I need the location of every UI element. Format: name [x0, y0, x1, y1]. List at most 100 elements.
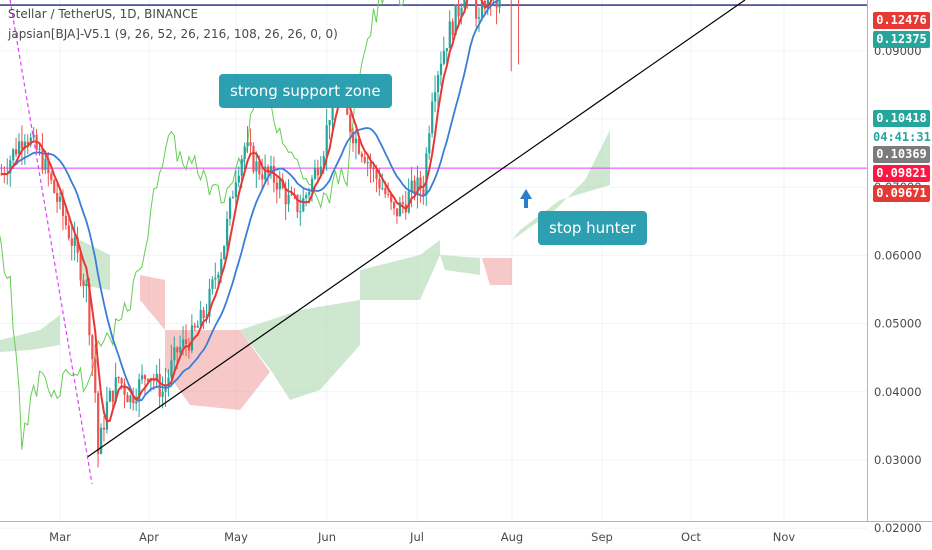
candle-body	[173, 347, 176, 361]
candle-body	[416, 177, 419, 194]
candle-body	[316, 168, 320, 176]
candle-body	[261, 174, 264, 180]
candle-body	[460, 7, 463, 17]
candle-body	[284, 187, 287, 205]
x-tick-label: Nov	[773, 530, 796, 544]
candle-body	[32, 134, 35, 138]
candle-body	[167, 377, 170, 385]
cloud-region	[482, 258, 512, 285]
x-tick-label: Jun	[317, 530, 336, 544]
candle-body	[226, 218, 229, 246]
candle-body	[264, 166, 267, 180]
candle-body	[184, 339, 188, 345]
trendlines	[9, 0, 746, 484]
fast-line	[1, 0, 493, 423]
candle-body	[381, 188, 384, 190]
candle-body	[375, 169, 378, 179]
candle-body	[190, 325, 194, 351]
candle-body	[366, 162, 369, 164]
candle-body	[305, 194, 308, 199]
candle-body	[234, 182, 237, 198]
candle-body	[23, 141, 27, 149]
candle-body	[401, 202, 405, 205]
candle-body	[360, 153, 363, 158]
cloud-region	[360, 240, 440, 300]
candle-body	[20, 141, 24, 149]
candle-body	[120, 378, 123, 384]
candle-body	[97, 392, 100, 454]
candle-body	[349, 114, 352, 132]
candle-body	[378, 178, 381, 189]
support-zone-callout[interactable]: strong support zone	[219, 74, 392, 108]
price-label: 0.12476	[873, 12, 930, 29]
candle-body	[17, 141, 21, 155]
candle-body	[50, 173, 53, 181]
candle-body	[64, 215, 68, 226]
candle-body	[179, 346, 182, 353]
dashed-drop-line	[9, 0, 93, 484]
candle-body	[170, 360, 173, 378]
candle-body	[287, 194, 290, 205]
candle-body	[354, 138, 358, 144]
candle-body	[161, 391, 164, 397]
candle-body	[44, 158, 47, 170]
candle-body	[141, 375, 144, 380]
candle-body	[454, 4, 457, 36]
candle-body	[100, 427, 103, 454]
candle-body	[199, 309, 202, 326]
candle-body	[59, 196, 62, 202]
candle-body	[56, 192, 59, 202]
up-arrow-icon	[520, 189, 532, 208]
candle-body	[182, 339, 185, 347]
candle-body	[407, 191, 410, 213]
candlestick-series	[0, 0, 520, 468]
x-tick-label: Apr	[139, 530, 159, 544]
candle-body	[111, 390, 114, 402]
cloud-region	[440, 255, 480, 275]
candle-body	[143, 375, 147, 380]
x-tick-label: Jul	[409, 530, 424, 544]
candle-body	[290, 193, 293, 195]
candle-body	[85, 283, 88, 287]
candle-body	[419, 177, 422, 190]
candle-body	[76, 237, 79, 253]
candle-body	[237, 175, 240, 183]
up-arrow-icon	[520, 189, 532, 208]
lagging-line-path	[0, 0, 405, 450]
lagging-line	[0, 0, 405, 450]
candle-body	[61, 196, 65, 216]
ascending-trendline	[87, 0, 746, 458]
cloud-region	[140, 275, 165, 330]
candle-body	[252, 145, 255, 172]
candle-body	[296, 194, 299, 213]
candle-body	[395, 208, 399, 217]
horizontal-levels	[0, 4, 867, 169]
candle-body	[231, 197, 235, 199]
candle-body	[328, 120, 331, 126]
x-tick-label: May	[224, 530, 248, 544]
candle-body	[82, 280, 85, 287]
candle-body	[369, 162, 372, 168]
stop-hunter-callout[interactable]: stop hunter	[538, 211, 647, 245]
price-label: 0.10418	[873, 110, 930, 127]
candle-body	[325, 125, 328, 157]
candle-body	[176, 347, 179, 353]
candle-body	[243, 146, 246, 160]
candle-body	[267, 166, 270, 174]
candle-body	[38, 148, 41, 150]
candle-body	[114, 377, 117, 402]
price-label: 0.10369	[873, 146, 930, 163]
candle-body	[67, 225, 70, 239]
candle-body	[123, 383, 126, 395]
indicator-legend[interactable]: japsian[BJA]-V5.1 (9, 26, 52, 26, 216, 1…	[8, 27, 338, 41]
candle-body	[246, 142, 249, 147]
candle-body	[475, 0, 478, 19]
candle-body	[211, 279, 214, 289]
candle-body	[255, 161, 258, 172]
candle-body	[249, 142, 252, 146]
candle-body	[126, 394, 129, 403]
candle-body	[363, 157, 366, 163]
candle-body	[422, 189, 425, 196]
